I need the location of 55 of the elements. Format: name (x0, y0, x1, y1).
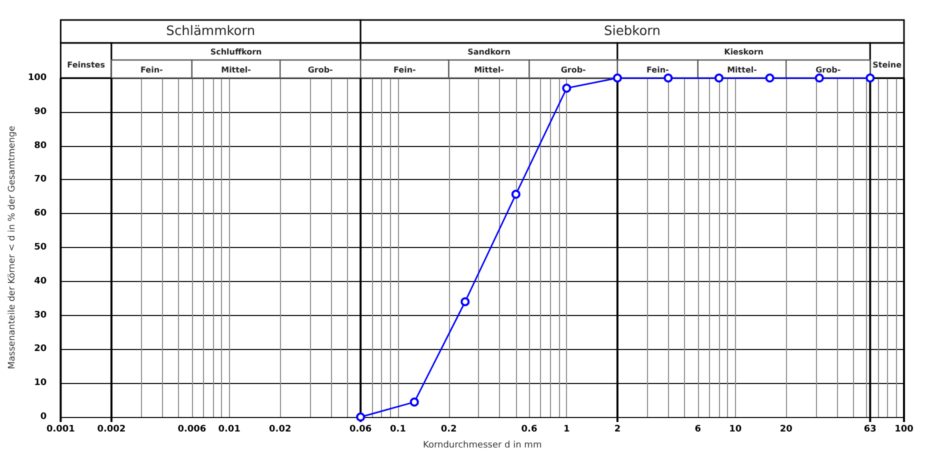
text: Grob- (816, 66, 841, 74)
y-tick-label: 80 (34, 140, 47, 151)
y-tick-label: 50 (34, 242, 47, 252)
text: Fein- (394, 66, 416, 74)
x-tick-label: 20 (780, 424, 792, 434)
y-tick-label: 70 (34, 174, 47, 185)
y-tick-label: 60 (34, 208, 47, 219)
text: Fein- (646, 66, 669, 74)
x-axis-title: Korndurchmesser d in mm (422, 440, 542, 450)
x-tick-label: 0.006 (178, 424, 206, 434)
point (460, 297, 470, 306)
point (814, 74, 824, 82)
x-tick-label: 0.1 (390, 424, 406, 434)
x-tick-label: 0.6 (521, 424, 538, 434)
x-tick-label: 10 (729, 424, 742, 434)
text: Kieskorn (724, 48, 764, 56)
y-tick-label: 90 (34, 106, 47, 117)
x-tick-label: 6 (694, 424, 702, 434)
text: Schluffkorn (210, 48, 262, 56)
text: Sandkorn (468, 48, 511, 56)
y-tick-label: 10 (34, 378, 47, 388)
y-tick-label: 100 (28, 73, 47, 83)
x-tick-label: 0.02 (269, 424, 292, 434)
y-axis-title: Massenanteile der Körner < d in % der Gesamtmenge (8, 125, 18, 370)
point (866, 74, 875, 82)
y-tick-label: 0 (40, 412, 47, 422)
text: Schlämmkorn (166, 24, 256, 39)
point (664, 74, 673, 82)
point (765, 74, 774, 82)
text: Grob- (560, 66, 586, 74)
x-tick-label: 100 (894, 424, 914, 434)
text: Fein- (140, 66, 163, 74)
y-tick-label: 30 (34, 310, 47, 320)
x-tick-label: 2 (614, 424, 621, 434)
x-tick-label: 0.01 (218, 424, 240, 434)
x-tick-label: 0.001 (46, 424, 75, 434)
point (612, 74, 622, 82)
y-tick-label: 40 (34, 276, 47, 286)
text: Mittel- (727, 66, 757, 74)
point (511, 190, 520, 199)
point (714, 74, 724, 82)
text: Feinstes (67, 60, 106, 70)
y-tick-label: 20 (34, 344, 47, 354)
x-tick-label: 0.06 (349, 424, 372, 434)
point (562, 84, 572, 93)
x-tick-label: 0.2 (440, 424, 457, 434)
x-tick-label: 1 (564, 424, 570, 434)
point (410, 398, 419, 407)
x-tick-label: 63 (864, 424, 876, 434)
text: Steine (872, 60, 902, 70)
text: Mittel- (221, 66, 251, 74)
text: Grob- (308, 66, 333, 74)
x-tick-label: 0.002 (97, 424, 126, 434)
text: Mittel- (474, 66, 504, 74)
text: Siebkorn (604, 24, 661, 39)
